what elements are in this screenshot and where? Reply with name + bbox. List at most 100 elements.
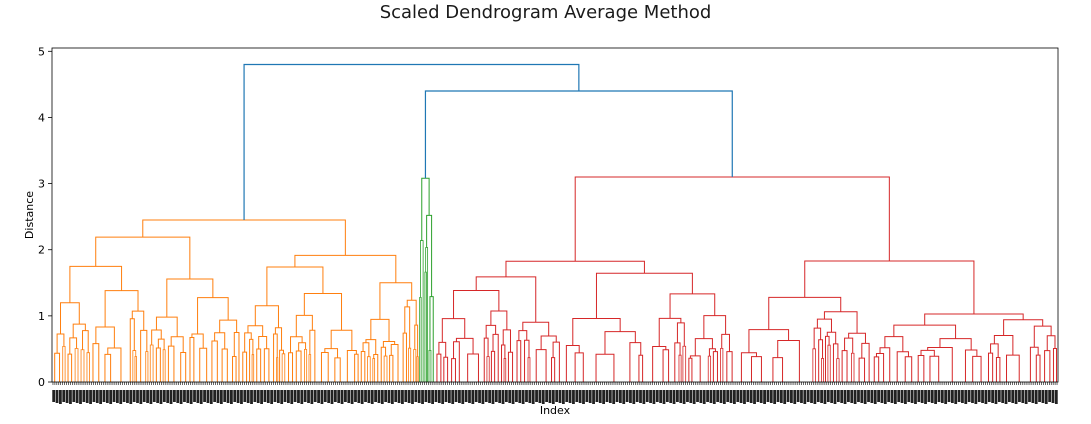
- x-leaf-label: [75, 390, 79, 403]
- dendrogram-link: [748, 329, 790, 353]
- x-leaf-label: [243, 390, 247, 402]
- dendrogram-link: [69, 265, 123, 303]
- x-leaf-label: [950, 390, 954, 403]
- x-leaf-label: [474, 390, 478, 402]
- x-leaf-label: [360, 390, 364, 404]
- x-leaf-label: [179, 390, 183, 404]
- dendrogram-link: [777, 340, 800, 382]
- x-leaf-label: [535, 390, 538, 402]
- x-leaf-label: [568, 390, 572, 403]
- x-leaf-label: [629, 390, 632, 403]
- dendrogram-link: [406, 299, 417, 326]
- x-leaf-label: [230, 390, 233, 404]
- dendrogram-link: [54, 352, 61, 382]
- x-leaf-label: [890, 390, 894, 403]
- dendrogram-link: [652, 346, 667, 382]
- x-leaf-label: [444, 390, 448, 402]
- x-leaf-label: [390, 390, 394, 404]
- x-leaf-label: [411, 390, 414, 404]
- x-leaf-label: [72, 390, 76, 402]
- y-tick-label: 2: [38, 244, 45, 257]
- dendrogram-link: [772, 357, 784, 382]
- x-leaf-label: [471, 390, 475, 404]
- x-leaf-label: [541, 390, 545, 404]
- dendrogram-link: [669, 293, 716, 319]
- x-leaf-label: [464, 390, 468, 402]
- x-leaf-label: [719, 390, 723, 403]
- x-leaf-label: [82, 390, 86, 402]
- x-leaf-label: [337, 390, 341, 403]
- x-leaf-label: [1018, 390, 1021, 402]
- x-leaf-label: [183, 390, 186, 402]
- x-leaf-label: [920, 390, 924, 403]
- x-leaf-label: [193, 390, 196, 402]
- x-leaf-label: [260, 390, 263, 404]
- x-leaf-label: [582, 390, 585, 404]
- dendrogram-link: [372, 358, 376, 382]
- dendrogram-link: [443, 356, 449, 382]
- dendrogram-link: [823, 311, 858, 334]
- x-leaf-label: [273, 390, 277, 402]
- x-leaf-label: [642, 390, 646, 404]
- dendrogram-link: [712, 351, 718, 382]
- x-leaf-label: [468, 390, 471, 403]
- x-leaf-label: [689, 390, 693, 403]
- dendrogram-link: [565, 345, 580, 382]
- x-leaf-label: [236, 390, 240, 403]
- x-leaf-label: [981, 390, 984, 403]
- dendrogram-link: [167, 345, 175, 382]
- x-leaf-label: [813, 390, 817, 404]
- dendrogram-link: [1006, 354, 1020, 382]
- dendrogram-link: [851, 352, 855, 382]
- x-leaf-label: [209, 390, 213, 404]
- dendrogram-link: [242, 351, 248, 382]
- dendrogram-link: [233, 332, 240, 382]
- dendrogram-link: [256, 348, 262, 382]
- x-leaf-label: [907, 390, 911, 402]
- x-leaf-label: [759, 390, 763, 403]
- dendrogram-link: [879, 347, 891, 382]
- x-leaf-label: [652, 390, 656, 404]
- dendrogram-link: [638, 354, 644, 382]
- x-leaf-label: [213, 390, 217, 402]
- y-axis-label: Distance: [23, 191, 36, 239]
- x-leaf-label: [501, 390, 505, 404]
- dendrogram-link: [424, 90, 733, 179]
- dendrogram-link: [404, 306, 411, 349]
- x-leaf-label: [129, 390, 133, 404]
- x-leaf-label: [538, 390, 542, 403]
- dendrogram-link: [320, 352, 329, 382]
- x-leaf-label: [79, 390, 82, 404]
- dendrogram-link: [451, 358, 456, 382]
- x-leaf-label: [555, 390, 559, 402]
- dendrogram-link: [258, 335, 268, 350]
- x-leaf-label: [58, 390, 62, 404]
- x-leaf-label: [863, 390, 867, 404]
- dendrogram-link: [151, 329, 162, 345]
- x-leaf-label: [974, 390, 978, 404]
- dendrogram-link: [516, 340, 522, 382]
- x-leaf-label: [354, 390, 357, 402]
- dendrogram-link: [708, 348, 716, 357]
- dendrogram-link: [243, 63, 580, 220]
- x-leaf-label: [934, 390, 938, 404]
- x-leaf-label: [347, 390, 351, 403]
- x-leaf-label: [357, 390, 361, 403]
- x-leaf-label: [850, 390, 854, 403]
- dendrogram-link: [827, 344, 831, 382]
- x-leaf-label: [1014, 390, 1018, 404]
- dendrogram-link: [836, 358, 840, 382]
- x-leaf-label: [370, 390, 374, 404]
- chart-title: Scaled Dendrogram Average Method: [379, 2, 712, 23]
- dendrogram-link: [266, 266, 324, 306]
- dendrogram-link: [703, 315, 727, 339]
- x-axis-leaf-ticks: [52, 382, 1058, 404]
- x-leaf-label: [602, 390, 606, 404]
- dendrogram-link: [69, 337, 78, 355]
- x-leaf-label: [706, 390, 709, 402]
- dendrogram-link: [279, 349, 284, 382]
- dendrogram-link: [574, 352, 584, 382]
- x-leaf-label: [877, 390, 880, 402]
- dendrogram-link: [211, 340, 218, 382]
- x-leaf-label: [199, 390, 203, 404]
